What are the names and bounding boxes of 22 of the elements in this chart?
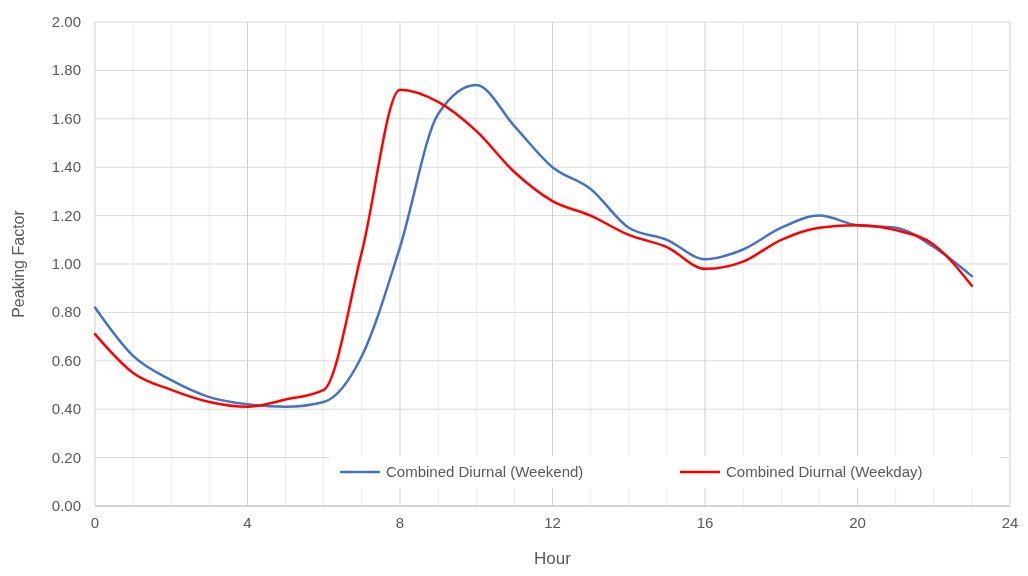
- x-axis-title: Hour: [534, 549, 572, 568]
- y-tick-label: 1.40: [51, 158, 81, 176]
- y-tick-label: 0.80: [51, 303, 81, 321]
- x-tick-label: 24: [1001, 514, 1019, 531]
- y-tick-label: 0.00: [51, 497, 81, 514]
- x-tick-label: 20: [849, 514, 866, 531]
- y-tick-label: 1.80: [51, 61, 81, 79]
- y-tick-label: 0.20: [51, 448, 81, 466]
- y-tick-label: 0.60: [51, 351, 81, 369]
- x-tick-label: 0: [90, 514, 100, 531]
- x-tick-label: 16: [696, 514, 714, 531]
- y-tick-label: 2.00: [51, 13, 81, 30]
- legend-label: Combined Diurnal (Weekend): [386, 463, 584, 480]
- legend-label: Combined Diurnal (Weekday): [726, 463, 923, 480]
- y-axis-title: Peaking Factor: [10, 209, 27, 318]
- x-tick-label: 4: [243, 514, 252, 531]
- y-tick-label: 1.60: [51, 109, 81, 127]
- y-tick-label: 0.40: [51, 400, 81, 418]
- x-tick-label: 12: [544, 514, 561, 531]
- y-tick-label: 1.20: [51, 206, 81, 224]
- x-tick-label: 8: [395, 514, 405, 531]
- y-tick-label: 1.00: [51, 255, 81, 272]
